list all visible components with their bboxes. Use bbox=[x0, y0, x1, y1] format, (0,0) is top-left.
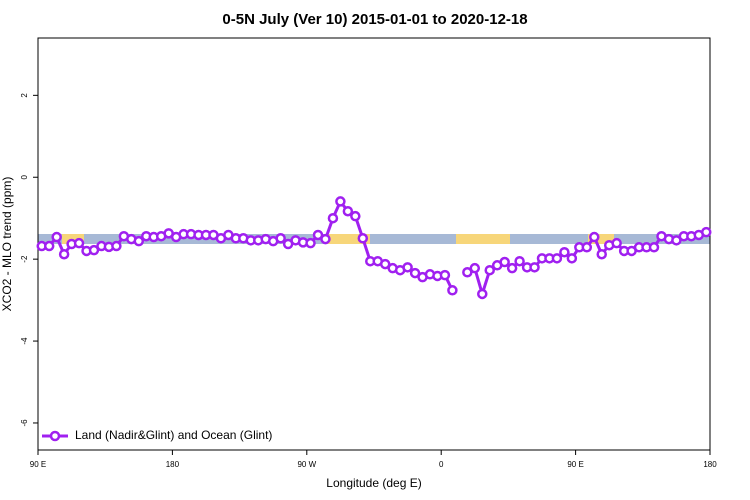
y-tick-label: 0 bbox=[20, 174, 29, 179]
data-point bbox=[671, 235, 682, 246]
legend-marker bbox=[49, 430, 61, 442]
data-point bbox=[551, 253, 563, 264]
data-point bbox=[484, 264, 495, 276]
data-point bbox=[350, 210, 361, 222]
x-tick-label: 90 E bbox=[567, 460, 583, 469]
data-point bbox=[111, 240, 122, 252]
data-point bbox=[559, 246, 570, 258]
data-point bbox=[499, 256, 510, 268]
x-tick-label: 180 bbox=[703, 460, 717, 469]
data-point bbox=[462, 267, 473, 278]
data-point bbox=[342, 205, 354, 217]
data-point bbox=[88, 244, 100, 256]
data-point bbox=[312, 229, 324, 241]
data-point bbox=[335, 196, 346, 207]
data-point bbox=[648, 242, 660, 253]
y-tick-label: -6 bbox=[20, 419, 29, 427]
chart-title: 0-5N July (Ver 10) 2015-01-01 to 2020-12… bbox=[222, 11, 527, 28]
y-tick-label: 2 bbox=[20, 93, 29, 98]
data-point bbox=[133, 235, 145, 247]
data-point bbox=[379, 258, 391, 270]
data-point bbox=[275, 233, 286, 244]
data-point bbox=[447, 285, 458, 296]
data-point bbox=[409, 267, 421, 279]
land-band bbox=[326, 234, 370, 244]
data-point bbox=[701, 226, 712, 238]
ocean-band bbox=[38, 234, 710, 244]
x-tick-label: 180 bbox=[166, 460, 180, 469]
data-point bbox=[320, 233, 331, 245]
data-point bbox=[581, 242, 593, 253]
data-point bbox=[73, 237, 85, 249]
data-point bbox=[305, 237, 316, 249]
data-point bbox=[357, 233, 369, 244]
data-point bbox=[439, 269, 451, 281]
data-point bbox=[514, 255, 525, 267]
x-axis-label: Longitude (deg E) bbox=[326, 476, 421, 490]
y-axis-label: XCO2 - MLO trend (ppm) bbox=[0, 177, 14, 312]
data-point bbox=[589, 231, 600, 243]
data-point bbox=[469, 262, 481, 274]
data-point bbox=[51, 231, 62, 243]
data-point bbox=[327, 212, 339, 224]
data-point bbox=[402, 262, 413, 273]
data-point bbox=[43, 240, 55, 252]
data-point bbox=[58, 248, 70, 260]
x-tick-label: 0 bbox=[439, 460, 444, 469]
data-point bbox=[477, 288, 488, 300]
data-point bbox=[566, 253, 578, 264]
land-band bbox=[456, 234, 510, 244]
land-band bbox=[588, 234, 614, 244]
data-point bbox=[611, 237, 622, 249]
data-point bbox=[506, 262, 518, 274]
y-tick-label: -4 bbox=[20, 337, 29, 345]
data-point bbox=[596, 248, 607, 260]
y-tick-label: -2 bbox=[20, 255, 29, 263]
x-tick-label: 90 E bbox=[30, 460, 46, 469]
x-tick-label: 90 W bbox=[297, 460, 316, 469]
data-point bbox=[529, 262, 540, 273]
legend-label: Land (Nadir&Glint) and Ocean (Glint) bbox=[75, 428, 272, 442]
